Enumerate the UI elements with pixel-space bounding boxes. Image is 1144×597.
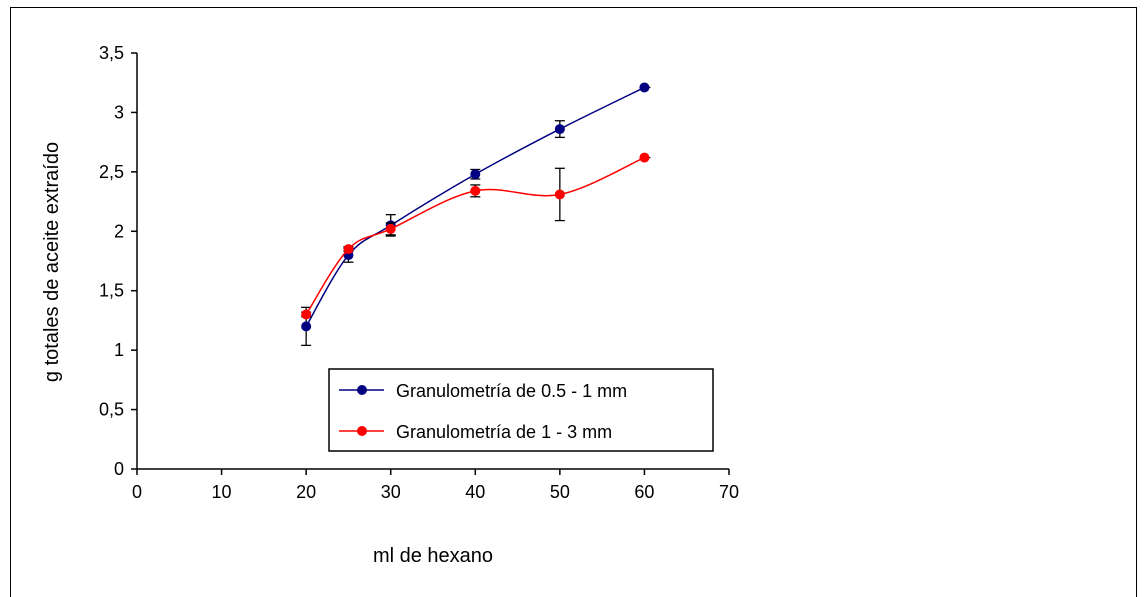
y-tick-label: 3,5 [99, 43, 124, 63]
y-tick-label: 1,5 [99, 281, 124, 301]
x-tick-label: 0 [132, 482, 142, 502]
legend-box [328, 368, 714, 452]
x-tick-label: 60 [634, 482, 654, 502]
data-point [554, 124, 565, 135]
plot-area [301, 82, 651, 347]
legend-marker-series-2 [357, 426, 367, 436]
data-point [639, 152, 650, 163]
legend-label-series-2: Granulometría de 1 - 3 mm [396, 422, 612, 442]
y-tick-label: 2,5 [99, 162, 124, 182]
y-axis-title: g totales de aceite extraído [41, 142, 63, 382]
x-tick-label: 20 [296, 482, 316, 502]
axes: 0 10 20 30 40 50 60 70 0 0,5 1 1,5 2 2,5 3 3,5 [99, 43, 739, 502]
legend-marker-series-1 [357, 385, 367, 395]
legend-label-series-1: Granulometría de 0.5 - 1 mm [396, 381, 627, 401]
y-tick-label: 3 [114, 102, 124, 122]
data-point [301, 309, 312, 320]
y-tick-label: 0 [114, 459, 124, 479]
data-point [639, 82, 650, 93]
data-point [554, 189, 565, 200]
series-2 [301, 152, 651, 320]
data-point [385, 223, 396, 234]
data-point [301, 321, 312, 332]
x-axis-title: ml de hexano [373, 545, 493, 567]
data-point [343, 244, 354, 255]
y-tick-label: 1 [114, 340, 124, 360]
data-point [470, 185, 481, 196]
x-tick-label: 40 [465, 482, 485, 502]
series-line [305, 156, 645, 315]
y-tick-label: 0,5 [99, 400, 124, 420]
chart-frame [10, 7, 1137, 597]
x-tick-label: 30 [381, 482, 401, 502]
legend: Granulometría de 0.5 - 1 mm Granulometrí… [328, 368, 714, 452]
series-1 [301, 82, 651, 347]
x-tick-label: 10 [212, 482, 232, 502]
y-tick-label: 2 [114, 221, 124, 241]
x-tick-label: 50 [550, 482, 570, 502]
series-line [305, 86, 645, 327]
data-point [470, 169, 481, 180]
x-tick-label: 70 [719, 482, 739, 502]
